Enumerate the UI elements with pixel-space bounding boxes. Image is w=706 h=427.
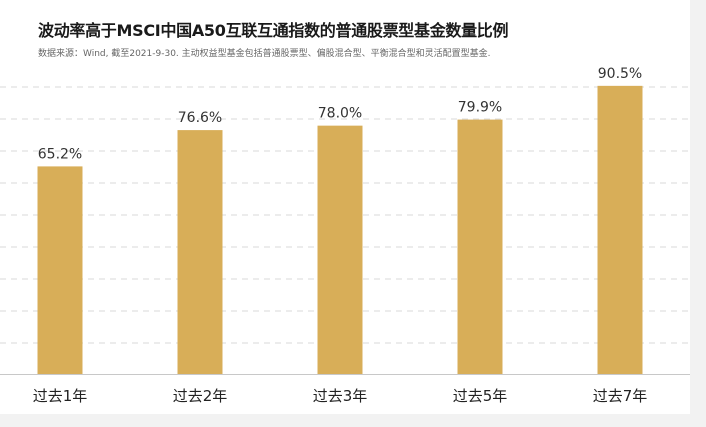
bar-value-label: 78.0% (318, 106, 362, 122)
chart-card: 波动率高于MSCI中国A50互联互通指数的普通股票型基金数量比例 数据来源：Wi… (0, 0, 690, 414)
chart-subtitle: 数据来源：Wind, 截至2021-9-30. 主动权益型基金包括普通股票型、偏… (38, 49, 491, 59)
x-tick-label: 过去3年 (313, 387, 368, 405)
x-tick-label: 过去1年 (33, 387, 88, 405)
bar (177, 130, 223, 374)
bar (317, 125, 363, 374)
x-tick-label: 过去7年 (593, 387, 648, 405)
x-tick-label: 过去5年 (453, 387, 508, 405)
bar (37, 166, 83, 374)
bar-chart: 65.2% 过去1年 76.6% 过去2年 78.0% 过去3年 79.9% 过去5年 90.5… (0, 66, 690, 405)
bar-value-label: 76.6% (178, 110, 222, 126)
x-tick-label: 过去2年 (173, 387, 228, 405)
bar-value-label: 65.2% (38, 146, 82, 162)
bar (597, 85, 643, 375)
bar-value-label: 90.5% (598, 66, 642, 82)
chart-title: 波动率高于MSCI中国A50互联互通指数的普通股票型基金数量比例 (38, 21, 509, 40)
bar (457, 119, 503, 375)
bar-value-label: 79.9% (458, 100, 502, 116)
